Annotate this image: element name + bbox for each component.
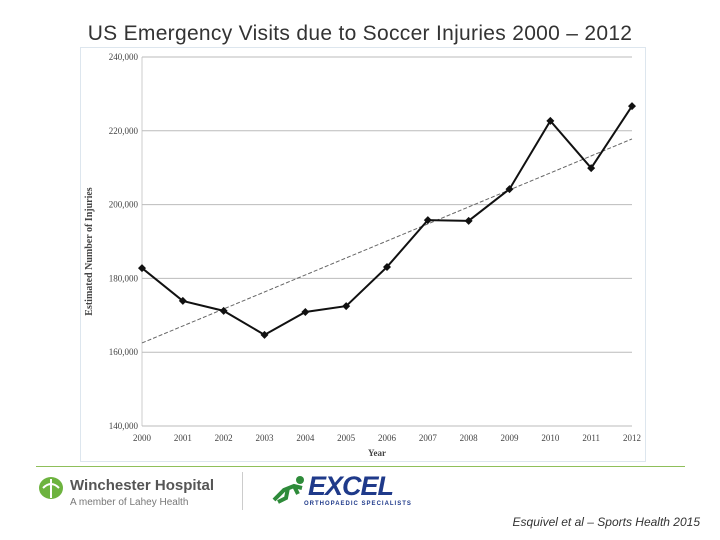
data-point [342,302,351,311]
data-point [628,102,636,111]
data-point [464,216,473,225]
excel-subtitle: ORTHOPAEDIC SPECIALISTS [304,501,412,507]
data-point [546,116,555,125]
slide-title: US Emergency Visits due to Soccer Injuri… [87,22,633,45]
series-line [141,105,633,337]
x-axis-label: Year [368,448,386,458]
winchester-name: Winchester Hospital [70,477,215,494]
data-point [301,307,310,316]
data-point [587,164,596,173]
logo-divider [242,472,243,510]
excel-name: EXCEL [308,471,394,501]
y-tick-label: 140,000 [109,421,139,431]
citation: Esquivel et al – Sports Health 2015 [512,515,700,529]
data-point [423,216,432,225]
data-point [260,330,269,339]
x-tick-label: 2010 [541,433,560,443]
winchester-hospital-logo: Winchester Hospital A member of Lahey He… [38,476,214,508]
data-point [219,306,228,315]
y-tick-label: 220,000 [109,126,139,136]
x-tick-label: 2001 [174,433,192,443]
x-tick-label: 2011 [582,433,600,443]
data-point [505,185,514,194]
x-tick-label: 2005 [337,433,356,443]
y-tick-label: 200,000 [109,200,139,210]
x-tick-label: 2000 [133,433,152,443]
x-tick-label: 2003 [256,433,275,443]
footer-rule [36,466,685,467]
x-tick-label: 2008 [460,433,479,443]
excel-logo: EXCEL ORTHOPAEDIC SPECIALISTS [270,471,411,509]
x-tick-label: 2009 [501,433,520,443]
data-point [383,262,391,271]
y-axis-label: Estimated Number of Injuries [84,187,95,316]
x-tick-label: 2002 [215,433,233,443]
y-tick-label: 180,000 [109,273,139,283]
data-point [138,264,146,273]
y-tick-label: 240,000 [109,52,139,62]
runner-icon [272,476,304,504]
x-tick-label: 2012 [623,433,641,443]
chart: 140,000 160,000 180,000 200,000 220,000 240,0… [80,47,646,462]
chart-svg: 140,000 160,000 180,000 200,000 220,000 240,0… [84,52,641,458]
winchester-subtitle: A member of Lahey Health [70,497,189,508]
x-tick-label: 2007 [419,433,438,443]
y-tick-label: 160,000 [109,347,139,357]
data-point [178,296,187,305]
x-tick-label: 2004 [296,433,315,443]
winchester-leaf-icon [39,477,63,499]
trendline [141,138,633,344]
x-tick-label: 2006 [378,433,397,443]
